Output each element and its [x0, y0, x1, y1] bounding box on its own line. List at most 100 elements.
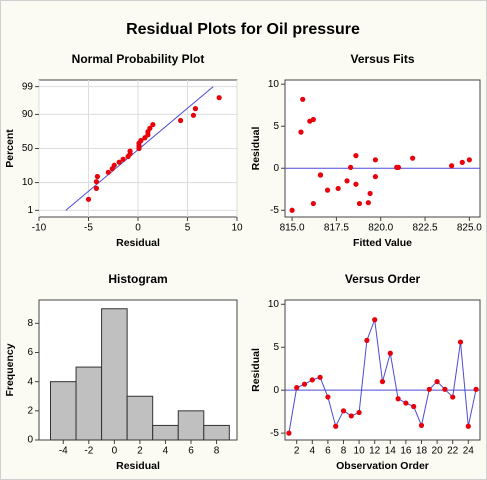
main-title: Residual Plots for Oil pressure — [126, 21, 360, 38]
x-tick-label: 0 — [135, 223, 141, 234]
point — [465, 423, 471, 429]
point — [93, 185, 100, 191]
x-axis-label: Observation Order — [336, 460, 429, 472]
bar — [126, 395, 154, 441]
x-tick-label: 2 — [137, 446, 143, 457]
y-tick-label: 1 — [27, 205, 33, 216]
point — [310, 200, 316, 207]
y-tick-label: 0 — [273, 163, 279, 174]
point — [426, 386, 432, 392]
y-tick-label: 6 — [27, 347, 33, 358]
point — [317, 374, 323, 380]
x-tick-label: 8 — [341, 446, 347, 457]
point — [403, 400, 409, 406]
point — [356, 200, 363, 207]
x-axis-label: Residual — [116, 460, 160, 472]
y-tick-label: 10 — [268, 299, 280, 310]
point — [94, 173, 101, 180]
y-tick-label: 4 — [27, 376, 33, 387]
bar — [177, 410, 205, 441]
x-axis-label: Fitted Value — [353, 237, 412, 249]
x-tick-label: -10 — [32, 223, 47, 234]
y-axis-label: Percent — [4, 129, 16, 168]
point — [347, 164, 354, 171]
x-tick-label: -5 — [84, 223, 93, 234]
y-tick-label: 50 — [22, 143, 34, 154]
point — [365, 200, 371, 206]
bar — [49, 381, 77, 441]
point — [147, 125, 153, 131]
x-tick-label: 820.0 — [368, 223, 393, 234]
point — [216, 95, 222, 101]
point — [450, 394, 456, 400]
point — [120, 156, 126, 162]
x-tick-label: 815.0 — [280, 223, 305, 234]
y-tick-label: 0 — [27, 435, 33, 446]
point — [364, 337, 370, 343]
y-tick-label: 5 — [273, 342, 279, 353]
x-tick-label: 817.5 — [324, 223, 349, 234]
x-tick-label: 5 — [185, 223, 191, 234]
point — [335, 185, 341, 192]
point — [190, 112, 197, 118]
y-axis-label: Residual — [250, 127, 262, 171]
x-tick-label: 6 — [188, 446, 194, 457]
point — [116, 159, 122, 165]
point — [395, 396, 401, 402]
x-tick-label: 2 — [294, 446, 300, 457]
x-tick-label: 4 — [163, 446, 169, 457]
point — [294, 385, 300, 391]
y-tick-label: -5 — [270, 205, 279, 216]
point — [434, 378, 440, 385]
point — [286, 430, 292, 436]
point — [93, 179, 100, 185]
point — [309, 377, 315, 383]
x-tick-label: 16 — [400, 446, 412, 457]
point — [372, 317, 378, 323]
point — [387, 350, 393, 356]
bar — [203, 424, 230, 441]
point — [379, 378, 386, 385]
panel-title: Versus Order — [345, 272, 421, 286]
y-tick-label: 99 — [22, 81, 34, 92]
bar — [152, 424, 179, 441]
y-tick-label: 5 — [273, 121, 279, 132]
point — [138, 137, 144, 144]
point — [442, 386, 448, 392]
x-tick-label: 22 — [447, 446, 459, 457]
point — [372, 157, 379, 163]
x-tick-label: 6 — [325, 446, 331, 457]
point — [192, 106, 199, 112]
x-tick-label: 20 — [432, 446, 444, 457]
y-axis-label: Residual — [250, 348, 262, 392]
point — [317, 172, 324, 178]
plot-area — [284, 299, 481, 441]
panel-title: Versus Fits — [350, 52, 414, 66]
point — [289, 207, 295, 213]
x-tick-label: 825.0 — [457, 223, 482, 234]
x-tick-label: -2 — [84, 446, 93, 457]
point — [177, 117, 184, 124]
panel-title: Histogram — [108, 272, 167, 286]
x-tick-label: 822.5 — [413, 223, 438, 234]
point — [340, 408, 347, 414]
point — [105, 169, 111, 175]
y-tick-label: 10 — [268, 79, 280, 90]
point — [344, 178, 350, 184]
x-tick-label: 8 — [214, 446, 220, 457]
point — [300, 96, 306, 102]
point — [449, 163, 455, 169]
y-tick-label: 0 — [273, 385, 279, 396]
point — [301, 381, 308, 387]
y-tick-label: 10 — [22, 177, 34, 188]
point — [418, 422, 425, 428]
x-tick-label: -4 — [59, 446, 68, 457]
point — [411, 403, 417, 410]
y-tick-label: 8 — [27, 318, 33, 329]
x-tick-label: 14 — [385, 446, 397, 457]
plot-area — [284, 79, 481, 218]
point — [325, 394, 331, 400]
point — [333, 423, 339, 429]
x-tick-label: 12 — [369, 446, 381, 457]
